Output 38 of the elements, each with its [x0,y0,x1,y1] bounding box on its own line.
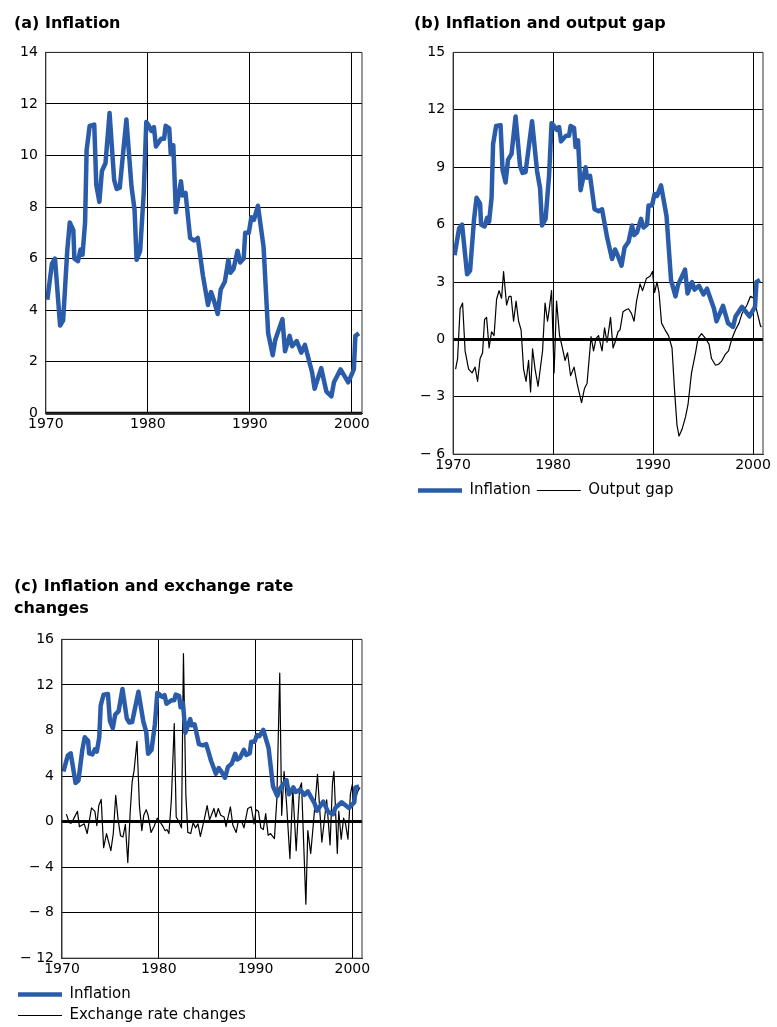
y-tick-label: − 8 [28,903,54,920]
x-tick-label: 1980 [535,456,571,473]
y-tick-label: 16 [36,630,55,647]
y-tick-label: 3 [436,272,446,289]
x-tick-label: 1990 [635,456,671,473]
legend-label: Inflation [69,984,131,1003]
y-tick-label: 4 [45,766,55,783]
legend-label: Output gap [588,480,674,499]
y-tick-label: 6 [436,215,446,232]
y-tick-label: 12 [427,100,446,117]
y-tick-label: 15 [427,43,446,60]
chart-title: (c) Inflation and exchange rate changes [13,575,295,619]
y-tick-label: 12 [19,94,38,111]
x-tick-label: 2000 [334,960,371,977]
y-tick-label: 0 [45,812,54,829]
y-tick-label: − 3 [419,387,446,404]
y-tick-label: 8 [45,721,54,738]
y-tick-label: − 4 [28,857,55,874]
y-tick-label: 6 [28,249,38,266]
x-tick-label: 2000 [333,415,370,432]
y-tick-label: 12 [36,675,54,692]
x-tick-label: 1980 [129,415,166,432]
x-tick-label: 1970 [44,960,80,977]
y-tick-label: 14 [19,43,38,60]
chart-title: (b) Inflation and output gap [413,12,667,34]
x-tick-label: 1990 [237,960,274,977]
x-tick-label: 1980 [140,960,177,977]
y-tick-label: 4 [28,300,38,317]
legend-label: Inflation [469,480,531,499]
chart-title: (a) Inflation [13,12,122,34]
y-tick-label: 0 [436,330,446,347]
x-tick-label: 1990 [231,415,268,432]
x-tick-label: 2000 [735,456,771,473]
y-tick-label: 10 [19,146,38,163]
y-tick-label: 9 [436,157,446,174]
legend-label: Exchange rate changes [69,1005,246,1024]
y-tick-label: 8 [28,197,38,214]
y-tick-label: 2 [28,352,38,369]
